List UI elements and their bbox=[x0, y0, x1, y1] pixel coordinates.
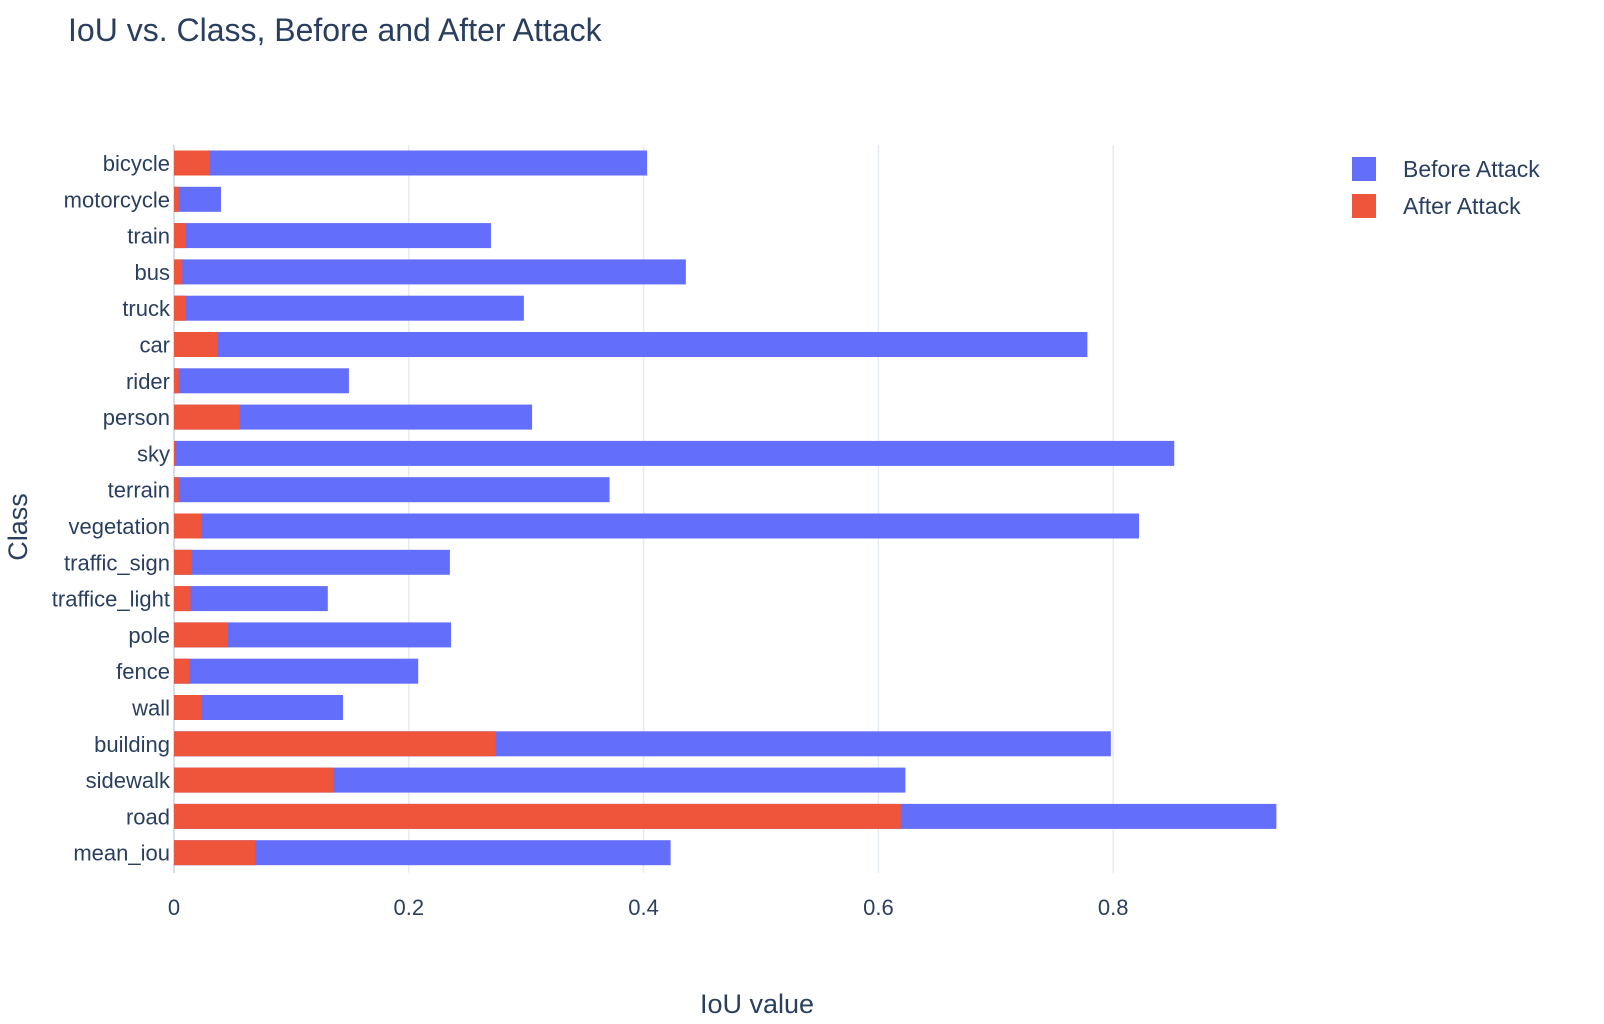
bar-before-rider[interactable] bbox=[174, 368, 349, 394]
y-axis-title: Class bbox=[3, 493, 33, 561]
bar-before-terrain[interactable] bbox=[174, 477, 610, 503]
x-tick-label: 0.6 bbox=[863, 895, 894, 920]
legend-label-after[interactable]: After Attack bbox=[1403, 193, 1521, 219]
bar-before-traffice_light[interactable] bbox=[174, 586, 328, 612]
y-tick-label: bicycle bbox=[103, 151, 170, 176]
x-tick-label: 0.8 bbox=[1098, 895, 1129, 920]
y-tick-label: motorcycle bbox=[64, 187, 170, 212]
bar-after-road[interactable] bbox=[174, 803, 901, 829]
bar-after-traffice_light[interactable] bbox=[174, 586, 191, 612]
y-tick-label: traffic_sign bbox=[64, 550, 170, 575]
y-tick-label: road bbox=[126, 804, 170, 829]
gridlines bbox=[173, 145, 1114, 873]
bar-after-person[interactable] bbox=[174, 404, 240, 430]
y-tick-label: person bbox=[103, 405, 170, 430]
legend-swatch-after[interactable] bbox=[1352, 194, 1376, 218]
x-tick-label: 0.4 bbox=[628, 895, 659, 920]
bar-before-motorcycle[interactable] bbox=[174, 186, 221, 212]
bar-after-wall[interactable] bbox=[174, 695, 202, 720]
bar-after-sky[interactable] bbox=[174, 440, 176, 466]
y-tick-label: wall bbox=[131, 696, 170, 721]
bar-before-mean_iou[interactable] bbox=[174, 840, 671, 866]
y-tick-label: building bbox=[94, 732, 170, 757]
bar-after-fence[interactable] bbox=[174, 658, 190, 684]
bar-before-sky[interactable] bbox=[174, 440, 1175, 466]
bar-before-bicycle[interactable] bbox=[174, 150, 648, 176]
bar-after-terrain[interactable] bbox=[174, 477, 179, 503]
bars bbox=[174, 150, 1277, 866]
y-tick-label: traffice_light bbox=[52, 587, 170, 612]
y-tick-label: terrain bbox=[108, 478, 170, 503]
y-tick-label: rider bbox=[126, 369, 170, 394]
legend[interactable]: Before Attack After Attack bbox=[1352, 156, 1540, 219]
bar-before-fence[interactable] bbox=[174, 658, 419, 684]
bar-after-traffic_sign[interactable] bbox=[174, 549, 192, 575]
bar-before-wall[interactable] bbox=[174, 695, 344, 720]
y-tick-label: fence bbox=[116, 659, 170, 684]
bar-before-truck[interactable] bbox=[174, 295, 524, 321]
y-tick-label: bus bbox=[135, 260, 170, 285]
bar-after-truck[interactable] bbox=[174, 295, 186, 321]
bar-after-vegetation[interactable] bbox=[174, 513, 202, 539]
x-tick-label: 0 bbox=[168, 895, 180, 920]
bar-before-bus[interactable] bbox=[174, 259, 686, 285]
bar-after-building[interactable] bbox=[174, 731, 496, 757]
legend-swatch-before[interactable] bbox=[1352, 157, 1376, 181]
y-tick-label: truck bbox=[122, 296, 171, 321]
y-tick-label: sky bbox=[137, 441, 170, 466]
y-tick-label: pole bbox=[128, 623, 170, 648]
legend-label-before[interactable]: Before Attack bbox=[1403, 156, 1540, 182]
bar-after-bus[interactable] bbox=[174, 259, 183, 285]
bar-before-train[interactable] bbox=[174, 223, 491, 249]
bar-after-rider[interactable] bbox=[174, 368, 179, 394]
bar-before-car[interactable] bbox=[174, 332, 1088, 357]
y-tick-label: train bbox=[127, 224, 170, 249]
bar-after-motorcycle[interactable] bbox=[174, 186, 179, 212]
x-tick-labels: 0 0.2 0.4 0.6 0.8 bbox=[168, 895, 1129, 920]
y-tick-label: sidewalk bbox=[86, 768, 171, 793]
bar-after-sidewalk[interactable] bbox=[174, 767, 334, 793]
bar-after-bicycle[interactable] bbox=[174, 150, 210, 176]
bar-after-car[interactable] bbox=[174, 332, 218, 357]
x-axis-title: IoU value bbox=[700, 989, 814, 1019]
bar-before-vegetation[interactable] bbox=[174, 513, 1140, 539]
y-tick-label: mean_iou bbox=[73, 841, 170, 866]
bar-after-train[interactable] bbox=[174, 223, 186, 249]
chart-title: IoU vs. Class, Before and After Attack bbox=[68, 12, 602, 48]
bar-after-pole[interactable] bbox=[174, 622, 229, 648]
y-tick-label: car bbox=[139, 333, 170, 358]
bar-after-mean_iou[interactable] bbox=[174, 840, 256, 866]
y-tick-label: vegetation bbox=[68, 514, 170, 539]
bar-before-traffic_sign[interactable] bbox=[174, 549, 450, 575]
y-tick-labels: bicycle motorcycle train bus truck car rider pe… bbox=[52, 151, 171, 866]
x-tick-label: 0.2 bbox=[394, 895, 425, 920]
